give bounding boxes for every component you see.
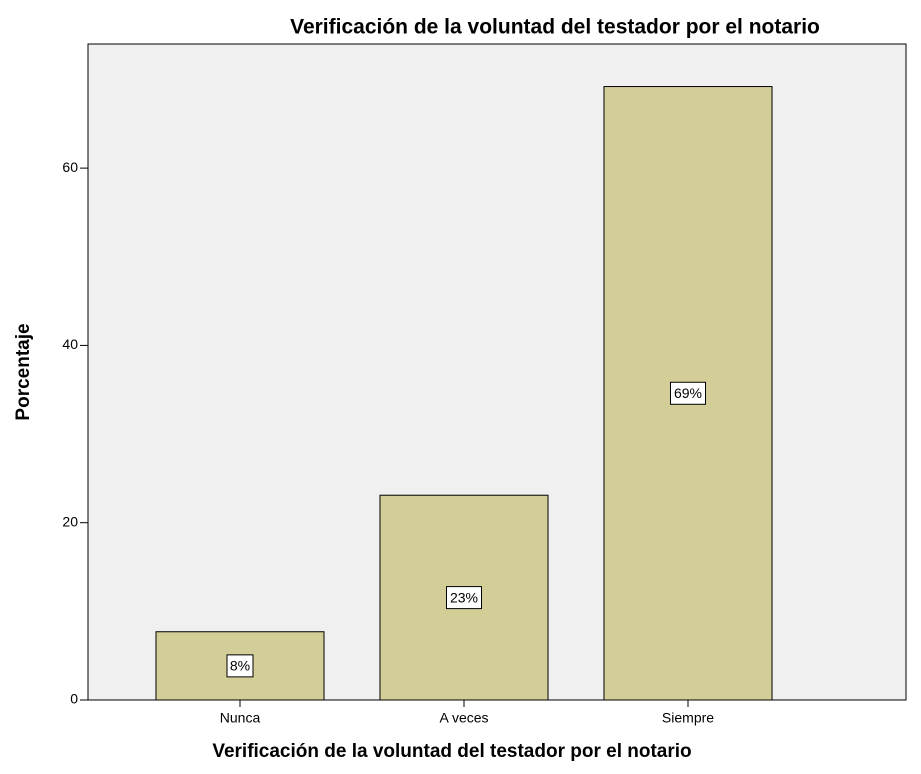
- x-tick-label: A veces: [439, 710, 488, 726]
- y-tick-label: 40: [62, 336, 78, 352]
- data-label-box: [446, 586, 482, 610]
- data-label: 69%: [674, 385, 702, 401]
- data-label: 8%: [230, 658, 250, 674]
- x-tick-label: Siempre: [662, 710, 714, 726]
- data-label-box: [670, 381, 706, 405]
- chart-title: Verificación de la voluntad del testador…: [290, 16, 820, 39]
- data-label-box: [226, 654, 254, 678]
- y-axis-title: Porcentaje: [13, 323, 34, 420]
- y-tick-label: 0: [70, 691, 78, 707]
- y-tick-label: 60: [62, 159, 78, 175]
- x-axis-title: Verificación de la voluntad del testador…: [212, 741, 691, 762]
- data-label: 23%: [450, 589, 478, 605]
- y-tick-label: 20: [62, 513, 78, 529]
- x-tick-label: Nunca: [220, 710, 261, 726]
